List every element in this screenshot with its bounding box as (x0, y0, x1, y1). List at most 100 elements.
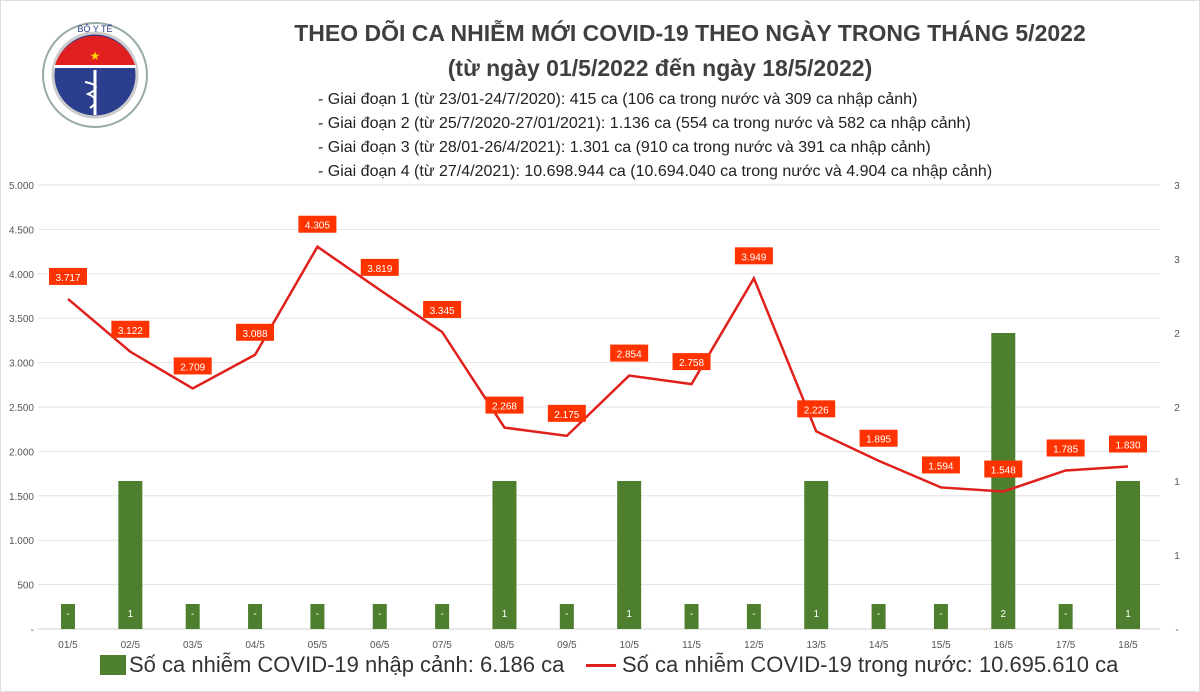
bar (871, 604, 886, 629)
bar (933, 604, 948, 629)
y-left-tick-label: - (31, 625, 34, 636)
y-left-tick-label: 3.000 (9, 359, 34, 370)
phase-note: - Giai đoạn 2 (từ 25/7/2020-27/01/2021):… (318, 115, 971, 132)
x-tick-label: 06/5 (370, 640, 390, 651)
bar (435, 604, 450, 629)
data-label: 3.717 (55, 273, 80, 284)
data-label-box (984, 460, 1023, 478)
x-tick-label: 12/5 (744, 640, 764, 651)
x-tick-label: 07/5 (432, 640, 452, 651)
y-left-tick-label: 4.000 (9, 270, 34, 281)
svg-text:★: ★ (90, 49, 101, 63)
data-label-box (859, 429, 898, 447)
x-tick-label: 16/5 (994, 640, 1014, 651)
data-label: 2.226 (804, 405, 829, 416)
bar-label: 1 (1125, 609, 1131, 620)
data-label-box (485, 396, 524, 414)
bar-label: - (1064, 609, 1067, 620)
data-label-box (547, 404, 586, 422)
bar-label: - (253, 609, 256, 620)
y-right-tick-label: 2 (1174, 403, 1180, 414)
legend-swatch-line (586, 663, 616, 667)
x-tick-label: 04/5 (245, 640, 265, 651)
x-tick-label: 13/5 (807, 640, 827, 651)
x-tick-label: 10/5 (619, 640, 639, 651)
phase-note: - Giai đoạn 4 (từ 27/4/2021): 10.698.944… (318, 163, 993, 180)
bar-label: 2 (1001, 609, 1007, 620)
data-label: 3.122 (118, 326, 143, 337)
bar-label: - (191, 609, 194, 620)
bar-label: - (752, 609, 755, 620)
y-left-tick-label: 3.500 (9, 314, 34, 325)
bar-label: - (66, 609, 69, 620)
x-tick-label: 05/5 (308, 640, 328, 651)
bar-label: - (440, 609, 443, 620)
x-tick-label: 02/5 (121, 640, 141, 651)
y-left-tick-label: 1.500 (9, 492, 34, 503)
data-label-box (610, 344, 649, 362)
bar-label: 1 (128, 609, 134, 620)
legend-item-imported: Số ca nhiễm COVID-19 nhập cảnh: 6.186 ca (100, 652, 564, 678)
data-label-box (298, 215, 337, 233)
phase-notes: - Giai đoạn 1 (từ 23/01-24/7/2020): 415 … (318, 88, 992, 184)
data-label-box (173, 357, 212, 375)
data-label: 1.548 (991, 466, 1016, 477)
bar (492, 481, 517, 629)
ministry-of-health-logo: ★ BỘ Y TẾ (42, 22, 148, 128)
bar-label: - (378, 609, 381, 620)
phase-note: - Giai đoạn 3 (từ 28/01-26/4/2021): 1.30… (318, 139, 931, 156)
data-label: 2.854 (617, 350, 642, 361)
data-label-box (797, 400, 836, 418)
y-right-tick-label: 1 (1174, 477, 1180, 488)
bar (372, 604, 387, 629)
bar-label: - (690, 609, 693, 620)
x-tick-label: 15/5 (931, 640, 951, 651)
data-label-box (734, 247, 773, 265)
x-tick-label: 18/5 (1118, 640, 1138, 651)
bar (617, 481, 642, 629)
data-label-box (921, 456, 960, 474)
data-label-box (360, 258, 399, 276)
bar (248, 604, 263, 629)
y-left-tick-label: 1.000 (9, 536, 34, 547)
bar-label: - (939, 609, 942, 620)
bar (61, 604, 75, 629)
y-right-tick-label: - (1175, 625, 1178, 636)
chart-subtitle: (từ ngày 01/5/2022 đến ngày 18/5/2022) (447, 55, 873, 81)
legend-item-domestic: Số ca nhiễm COVID-19 trong nước: 10.695.… (586, 652, 1118, 678)
bar-label: - (316, 609, 319, 620)
data-label-box (1109, 435, 1147, 453)
data-label-box (672, 353, 711, 371)
y-right-tick-label: 2 (1174, 329, 1180, 340)
bar (310, 604, 325, 629)
data-label-box (1046, 439, 1085, 457)
x-tick-label: 11/5 (682, 640, 701, 651)
bar (991, 333, 1016, 629)
legend-swatch-bar (100, 655, 126, 675)
svg-text:BỘ Y TẾ: BỘ Y TẾ (77, 24, 112, 34)
y-left-tick-label: 5.000 (9, 181, 34, 192)
bar-label: 1 (502, 609, 508, 620)
legend-label: Số ca nhiễm COVID-19 trong nước: 10.695.… (622, 652, 1119, 677)
data-label: 3.949 (741, 252, 766, 263)
data-label: 3.088 (243, 329, 268, 340)
x-tick-label: 01/5 (58, 640, 78, 651)
data-label: 3.819 (367, 264, 392, 275)
y-left-tick-label: 4.500 (9, 225, 34, 236)
chart-title: THEO DÕI CA NHIỄM MỚI COVID-19 THEO NGÀY… (294, 20, 1086, 46)
phase-note: - Giai đoạn 1 (từ 23/01-24/7/2020): 415 … (318, 91, 918, 108)
x-tick-label: 09/5 (557, 640, 577, 651)
bar-label: - (565, 609, 568, 620)
bar (185, 604, 200, 629)
bar (559, 604, 574, 629)
bar (1116, 481, 1140, 629)
x-tick-label: 08/5 (495, 640, 515, 651)
x-tick-label: 14/5 (869, 640, 889, 651)
bar (1058, 604, 1073, 629)
data-label: 2.268 (492, 402, 517, 413)
data-label: 2.175 (554, 410, 579, 421)
data-label: 2.758 (679, 358, 704, 369)
y-right-tick-label: 1 (1174, 551, 1180, 562)
y-right-tick-label: 3 (1174, 181, 1180, 192)
